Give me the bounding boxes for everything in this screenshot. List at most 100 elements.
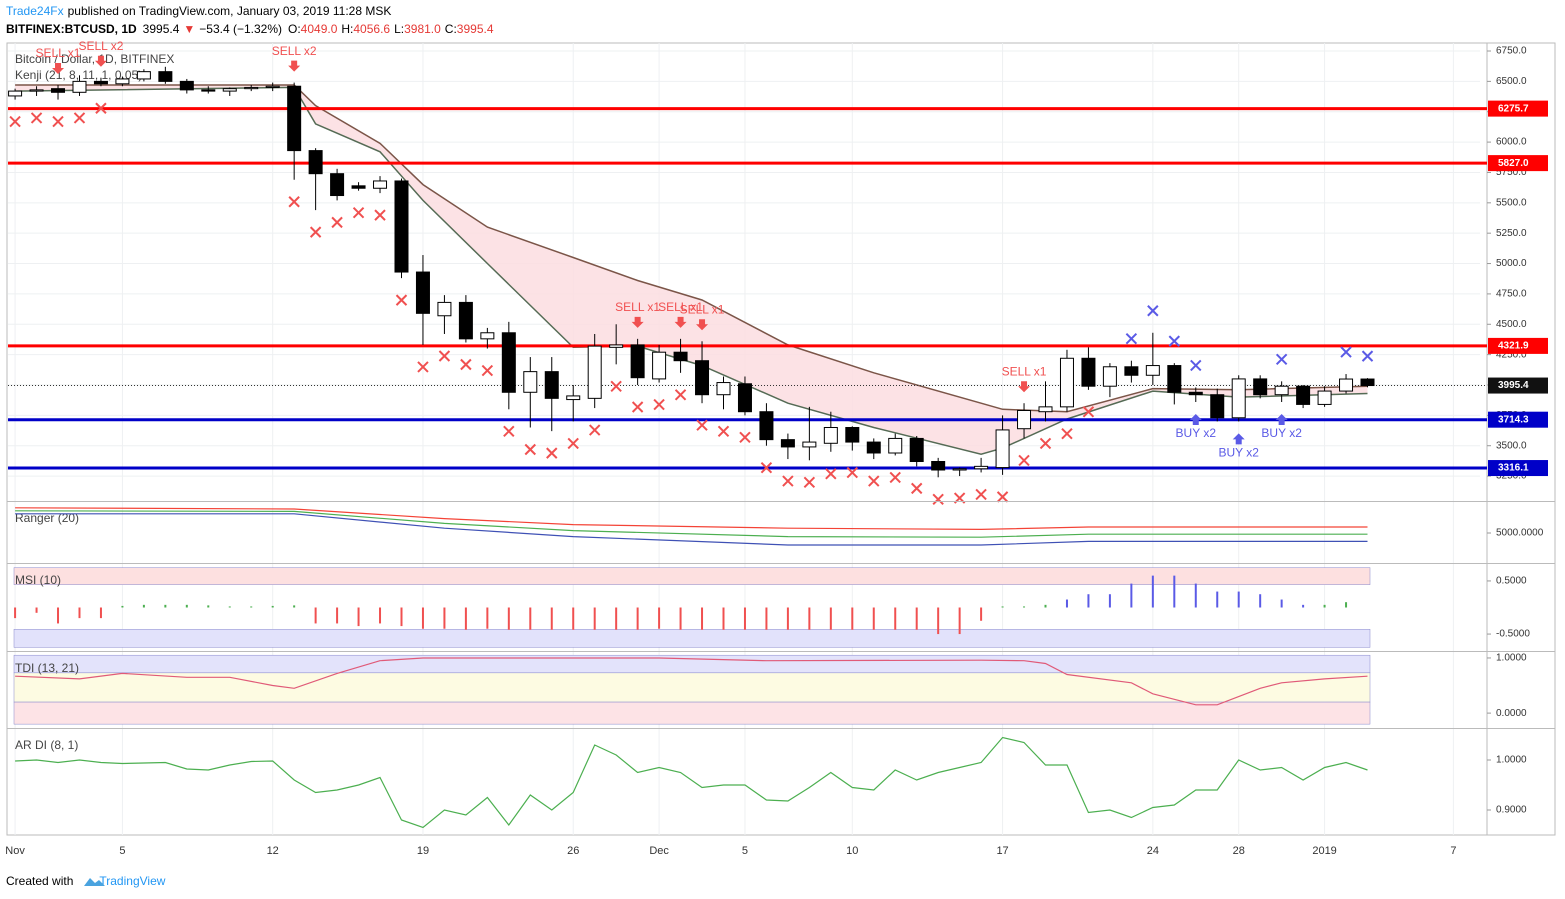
signal-cross <box>975 488 987 501</box>
buy-arrow <box>1189 413 1202 425</box>
buy-label: BUY x2 <box>1261 426 1302 440</box>
candle-body <box>888 437 903 454</box>
change: −53.4 (−1.32%) <box>199 22 282 36</box>
buy-label: BUY x2 <box>1218 446 1259 460</box>
candle-body <box>1231 378 1246 419</box>
h-label: H: <box>341 22 353 36</box>
signal-cross <box>910 482 923 495</box>
cloud-upper <box>15 84 1368 413</box>
sell-label: SELL x1 <box>1002 364 1047 378</box>
signal-cross <box>717 425 730 437</box>
arrow: ▼ <box>183 22 195 36</box>
level-tag <box>1488 155 1548 172</box>
signal-cross <box>1018 454 1030 467</box>
x-tick-label: Nov <box>5 845 25 857</box>
candle-body <box>673 351 688 362</box>
signal-cross <box>374 209 386 221</box>
candle-body <box>652 351 667 380</box>
signal-cross <box>1061 428 1073 440</box>
level-label: 3714.3 <box>1498 414 1529 425</box>
sell-arrow <box>674 316 687 328</box>
signal-cross <box>932 493 944 505</box>
panel-title: Ranger (20) <box>15 511 79 525</box>
x-tick-label: 17 <box>996 845 1008 857</box>
signal-cross <box>1275 353 1288 366</box>
sell-label: SELL x1 <box>658 300 703 314</box>
candle-body <box>1317 390 1332 405</box>
y-tick-label: 5000.0 <box>1496 258 1527 269</box>
y-tick-label: 1.0000 <box>1496 755 1527 766</box>
indicator-line <box>15 510 1368 538</box>
x-tick-label: 10 <box>846 845 858 857</box>
y-tick-label: 4250.0 <box>1496 349 1527 360</box>
candle-body <box>1296 385 1311 405</box>
x-tick-label: 5 <box>119 845 125 857</box>
candle-body <box>802 441 817 448</box>
y-tick-label: 4500.0 <box>1496 319 1527 330</box>
signal-cross <box>653 398 665 411</box>
last-price-tag <box>1488 377 1548 394</box>
candle-body <box>1059 357 1074 408</box>
author[interactable]: Trade24Fx <box>6 4 64 18</box>
sell-label: SELL x1 <box>680 302 725 316</box>
signal-cross <box>503 425 515 437</box>
signal-cross <box>73 112 86 124</box>
candle-body <box>29 89 44 92</box>
signal-cross <box>1082 406 1095 418</box>
candle-body <box>866 441 881 454</box>
y-tick-label: 0.0000 <box>1496 708 1527 719</box>
sell-label: SELL x2 <box>78 39 123 53</box>
candle-body <box>72 80 87 93</box>
candle-body <box>415 271 430 314</box>
candle-body <box>1102 366 1117 387</box>
candle-body <box>609 344 624 348</box>
header-line: Trade24Fx published on TradingView.com, J… <box>6 4 391 18</box>
x-tick-label: 7 <box>1450 845 1456 857</box>
brand[interactable]: TradingView <box>99 874 165 888</box>
signal-cross <box>460 358 472 371</box>
y-tick-label: 6000.0 <box>1496 137 1527 148</box>
indicator-line <box>15 513 1368 546</box>
signal-cross <box>52 115 64 128</box>
y-tick-label: -0.5000 <box>1496 629 1530 640</box>
y-tick-label: 6750.0 <box>1496 46 1527 57</box>
candle-body <box>566 395 581 401</box>
y-tick-label: 0.5000 <box>1496 576 1527 587</box>
candle-body <box>544 371 559 399</box>
candle-body <box>244 86 259 90</box>
open: 4049.0 <box>301 22 338 36</box>
x-tick-label: 26 <box>567 845 579 857</box>
l-label: L: <box>394 22 404 36</box>
level-label: 3316.1 <box>1498 463 1529 474</box>
candle-body <box>437 301 452 317</box>
candle-body <box>1017 409 1032 430</box>
sell-arrow <box>52 63 65 75</box>
signal-cross <box>631 401 644 413</box>
signal-cross <box>1361 350 1374 362</box>
indicator-line <box>15 507 1368 531</box>
signal-cross <box>1190 359 1202 372</box>
x-tick-label: 24 <box>1147 845 1159 857</box>
candle-body <box>158 71 173 82</box>
signal-cross <box>868 475 880 487</box>
candle-body <box>823 426 838 444</box>
candle-body <box>287 85 302 152</box>
level-label: 6275.7 <box>1498 103 1529 114</box>
candle-body <box>931 461 946 471</box>
candle-body <box>373 180 388 189</box>
candle-body <box>8 90 23 97</box>
y-tick-label: 1.0000 <box>1496 653 1527 664</box>
candle-body <box>265 85 280 88</box>
zone <box>13 567 1371 585</box>
signal-cross <box>546 447 558 459</box>
signal-cross <box>760 462 773 474</box>
candle-body <box>308 150 323 175</box>
candle-body <box>995 429 1010 469</box>
signal-cross <box>1168 335 1181 347</box>
candle-body <box>115 78 130 85</box>
y-tick-label: 3250.0 <box>1496 471 1527 482</box>
signal-cross <box>696 419 708 431</box>
candle-body <box>1145 365 1160 376</box>
signal-cross <box>567 437 579 450</box>
